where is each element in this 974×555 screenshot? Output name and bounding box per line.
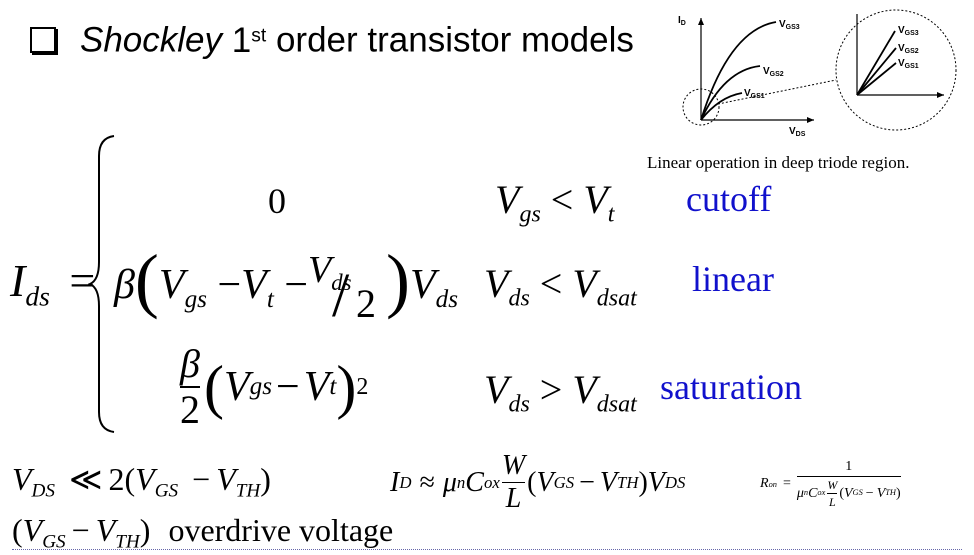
curve-gs1	[700, 92, 743, 121]
zoom-circle	[835, 9, 957, 131]
zoom-lines	[856, 30, 897, 96]
plot-x-label: VDS	[789, 126, 806, 138]
plot-axes	[700, 14, 944, 121]
overdrive-term: (VGS − VTH)	[12, 512, 151, 553]
zoom-label-gs3: VGS3	[898, 25, 919, 37]
zoom-region-circle	[682, 88, 720, 126]
y-axis-arrow	[698, 18, 704, 25]
plot-curves	[700, 21, 777, 121]
slide-heading: Shockley 1st order transistor models	[30, 14, 634, 63]
overdrive-label: overdrive voltage	[168, 512, 394, 548]
hollow-square-bullet-icon	[30, 26, 56, 53]
zoom-x-axis-arrow	[937, 92, 944, 98]
case-cutoff-label: cutoff	[686, 179, 772, 219]
case-linear-expression: β(Vgs −Vt − Vds/2)Vds	[114, 240, 459, 330]
case-linear-condition: Vds < Vdsat	[484, 261, 637, 312]
plot-caption: Linear operation in deep triode region.	[647, 153, 910, 172]
heading-name: Shockley	[80, 20, 223, 60]
curve-label-gs3: VGS3	[779, 19, 800, 31]
case-cutoff-value: 0	[268, 181, 286, 221]
curve-label-gs1: VGS1	[744, 88, 765, 100]
triode-curves-plot: ID VDS VGS3 VGS2 VGS1 VGS3 VGS2 VGS1	[678, 9, 957, 138]
zoom-line-gs3	[856, 30, 896, 96]
plot-y-label: ID	[678, 15, 686, 27]
zoom-connector	[717, 79, 837, 105]
heading-rest: order transistor models	[275, 20, 634, 60]
equation-brace	[88, 135, 115, 433]
curve-gs3	[700, 21, 777, 121]
equation-lhs: Ids =	[10, 255, 96, 312]
case-linear-label: linear	[692, 259, 774, 299]
curve-gs2	[700, 65, 761, 121]
zoom-line-gs2	[856, 47, 897, 96]
zoom-line-gs1	[856, 62, 897, 96]
zoom-label-gs1: VGS1	[898, 58, 919, 70]
curve-label-gs2: VGS2	[763, 66, 784, 78]
case-saturation-condition: Vds > Vdsat	[484, 367, 637, 418]
x-axis-arrow	[807, 117, 814, 123]
overdrive-line: (VGS − VTH) overdrive voltage	[12, 512, 393, 554]
zoom-label-gs2: VGS2	[898, 43, 919, 55]
deep-triode-condition: VDS ≪ 2(VGS − VTH)	[12, 461, 271, 502]
heading-order-number: 1st	[231, 20, 267, 60]
case-saturation-label: saturation	[660, 367, 802, 407]
case-cutoff-condition: Vgs < Vt	[495, 177, 615, 228]
wavy-underline	[12, 549, 962, 550]
